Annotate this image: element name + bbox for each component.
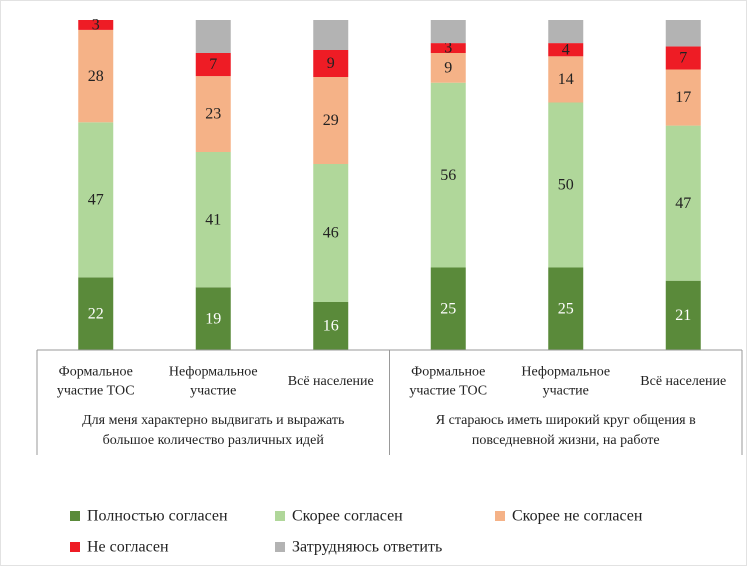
bar-segment bbox=[78, 20, 114, 30]
bar-segment bbox=[430, 20, 466, 44]
bar-segment bbox=[665, 69, 701, 126]
data-label: 19 bbox=[205, 310, 221, 327]
bar-segment bbox=[313, 164, 349, 302]
x-tick-label: Всё население bbox=[640, 374, 726, 389]
bar-segment bbox=[195, 53, 231, 77]
data-label: 29 bbox=[323, 112, 339, 129]
data-label: 25 bbox=[440, 300, 456, 317]
legend-swatch bbox=[495, 511, 505, 521]
bar-segment bbox=[430, 267, 466, 350]
data-label: 9 bbox=[444, 60, 452, 77]
data-label: 25 bbox=[558, 300, 574, 317]
data-label: 47 bbox=[88, 192, 104, 209]
x-tick-label: Всё население bbox=[288, 374, 374, 389]
bar-segment bbox=[548, 43, 584, 57]
bar-segment bbox=[195, 152, 231, 288]
bar-segment bbox=[430, 82, 466, 268]
data-label: 14 bbox=[558, 71, 574, 88]
data-label: 56 bbox=[440, 167, 456, 184]
data-label: 46 bbox=[323, 225, 339, 242]
bar-segment bbox=[548, 20, 584, 44]
data-label: 47 bbox=[675, 195, 691, 212]
data-label: 7 bbox=[209, 56, 217, 73]
bar-segment bbox=[78, 277, 114, 350]
data-label: 50 bbox=[558, 177, 574, 194]
x-tick-label: Неформальное участие bbox=[169, 365, 258, 399]
legend-swatch bbox=[70, 542, 80, 552]
x-tick-label: Формальное участие ТОС bbox=[57, 365, 135, 399]
data-label: 21 bbox=[675, 307, 691, 324]
data-label: 3 bbox=[92, 17, 100, 34]
bar-segment bbox=[665, 20, 701, 47]
bar-segment bbox=[665, 125, 701, 281]
bar-segment bbox=[313, 77, 349, 164]
bar-segment bbox=[313, 20, 349, 50]
data-label: 22 bbox=[88, 305, 104, 322]
data-label: 41 bbox=[205, 211, 221, 228]
data-label: 9 bbox=[327, 55, 335, 72]
legend-swatch bbox=[70, 511, 80, 521]
bar-segment bbox=[430, 53, 466, 83]
data-label: 17 bbox=[675, 89, 691, 106]
bar-segment bbox=[548, 102, 584, 268]
group-label: Для меня характерно выдвигать и выражать… bbox=[82, 413, 344, 448]
bar-segment bbox=[548, 56, 584, 103]
bar-segment bbox=[665, 46, 701, 70]
bar-segment bbox=[313, 50, 349, 77]
bar-segment bbox=[430, 43, 466, 53]
legend-label: Полностью согласен bbox=[87, 508, 228, 525]
legend-label: Скорее не согласен bbox=[512, 508, 643, 525]
bar-segment bbox=[78, 29, 114, 123]
data-label: 28 bbox=[88, 68, 104, 85]
bar-segment bbox=[195, 76, 231, 152]
legend-swatch bbox=[275, 511, 285, 521]
bar-segment bbox=[665, 280, 701, 350]
bar-segment bbox=[313, 302, 349, 350]
bar-segment bbox=[548, 267, 584, 350]
bar-segment bbox=[195, 287, 231, 350]
x-tick-label: Формальное участие ТОС bbox=[409, 365, 487, 399]
data-label: 16 bbox=[323, 318, 339, 335]
x-tick-label: Неформальное участие bbox=[521, 365, 610, 399]
legend-swatch bbox=[275, 542, 285, 552]
legend-label: Скорее согласен bbox=[292, 508, 403, 525]
bar-segment bbox=[78, 122, 114, 278]
data-label: 7 bbox=[679, 50, 687, 67]
legend-label: Не согласен bbox=[87, 539, 169, 556]
data-label: 23 bbox=[205, 106, 221, 123]
bar-segment bbox=[195, 20, 231, 53]
data-label: 4 bbox=[562, 41, 570, 58]
data-label: 3 bbox=[444, 40, 452, 57]
legend-label: Затрудняюсь ответить bbox=[292, 539, 442, 556]
